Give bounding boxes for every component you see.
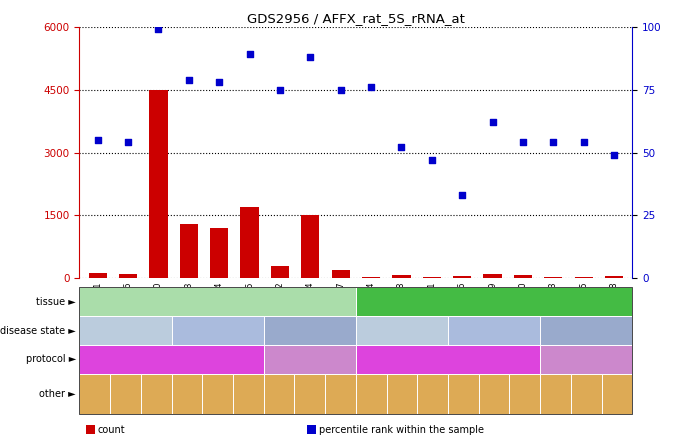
Point [426, 157, 437, 164]
Text: sham: sham [296, 355, 323, 364]
Text: control: control [294, 326, 326, 335]
Bar [180, 224, 198, 278]
Text: pair
fed 2: pair fed 2 [302, 388, 318, 399]
Title: GDS2956 / AFFX_rat_5S_rRNA_at: GDS2956 / AFFX_rat_5S_rRNA_at [247, 12, 465, 25]
Text: RYGB surgery: RYGB surgery [139, 355, 204, 364]
Bar [210, 228, 228, 278]
Text: pair fed
1: pair fed 1 [451, 388, 475, 399]
Point [548, 139, 559, 146]
Text: hypothalamus: hypothalamus [460, 297, 528, 306]
Point [487, 119, 498, 126]
Bar [362, 277, 380, 278]
Point [366, 83, 377, 91]
Bar [484, 274, 502, 278]
Text: pair
fed 2: pair fed 2 [117, 388, 133, 399]
Bar [149, 90, 167, 278]
Bar [301, 215, 319, 278]
Point [335, 86, 346, 93]
Bar [453, 276, 471, 278]
Bar [392, 275, 410, 278]
Point [518, 139, 529, 146]
Text: pair
fed 3: pair fed 3 [425, 388, 441, 399]
Text: other ►: other ► [39, 389, 76, 399]
Text: pair
fed 2: pair fed 2 [209, 388, 226, 399]
Text: control: control [570, 326, 603, 335]
Point [396, 144, 407, 151]
Text: pair
fed 2: pair fed 2 [578, 388, 594, 399]
Text: pair fed
1: pair fed 1 [359, 388, 384, 399]
Text: subcutaneous abdominal fat: subcutaneous abdominal fat [150, 297, 285, 306]
Point [122, 139, 133, 146]
Text: weight lost: weight lost [191, 326, 244, 335]
Point [153, 26, 164, 33]
Text: pair
fed 2: pair fed 2 [486, 388, 502, 399]
Point [183, 76, 194, 83]
Text: pair
fed 2: pair fed 2 [394, 388, 410, 399]
Bar [545, 277, 562, 278]
Bar [605, 276, 623, 278]
Text: count: count [97, 425, 125, 435]
Text: pair
fed 3: pair fed 3 [609, 388, 625, 399]
Text: sham: sham [573, 355, 599, 364]
Point [457, 192, 468, 199]
Text: weight lost: weight lost [468, 326, 520, 335]
Bar [514, 275, 532, 278]
Text: pair
fed 3: pair fed 3 [517, 388, 533, 399]
Text: tissue ►: tissue ► [36, 297, 76, 307]
Text: weight regained: weight regained [363, 326, 440, 335]
Text: pair
fed 3: pair fed 3 [240, 388, 256, 399]
Text: pair fed
1: pair fed 1 [543, 388, 567, 399]
Point [274, 86, 285, 93]
Text: weight regained: weight regained [87, 326, 164, 335]
Bar [119, 274, 138, 278]
Point [244, 51, 255, 58]
Text: percentile rank within the sample: percentile rank within the sample [319, 425, 484, 435]
Text: pair fed
1: pair fed 1 [175, 388, 199, 399]
Text: disease state ►: disease state ► [0, 325, 76, 336]
Text: pair
fed 1: pair fed 1 [87, 388, 103, 399]
Text: protocol ►: protocol ► [26, 354, 76, 365]
Point [578, 139, 589, 146]
Bar [88, 274, 107, 278]
Text: pair fed
1: pair fed 1 [267, 388, 291, 399]
Bar [332, 270, 350, 278]
Point [92, 136, 103, 143]
Text: pair
fed 3: pair fed 3 [332, 388, 348, 399]
Bar [240, 207, 258, 278]
Point [305, 53, 316, 60]
Point [214, 79, 225, 86]
Bar [271, 266, 289, 278]
Text: pair
fed 3: pair fed 3 [149, 388, 164, 399]
Point [609, 151, 620, 159]
Bar [574, 277, 593, 278]
Text: RYGB surgery: RYGB surgery [415, 355, 480, 364]
Bar [423, 277, 441, 278]
